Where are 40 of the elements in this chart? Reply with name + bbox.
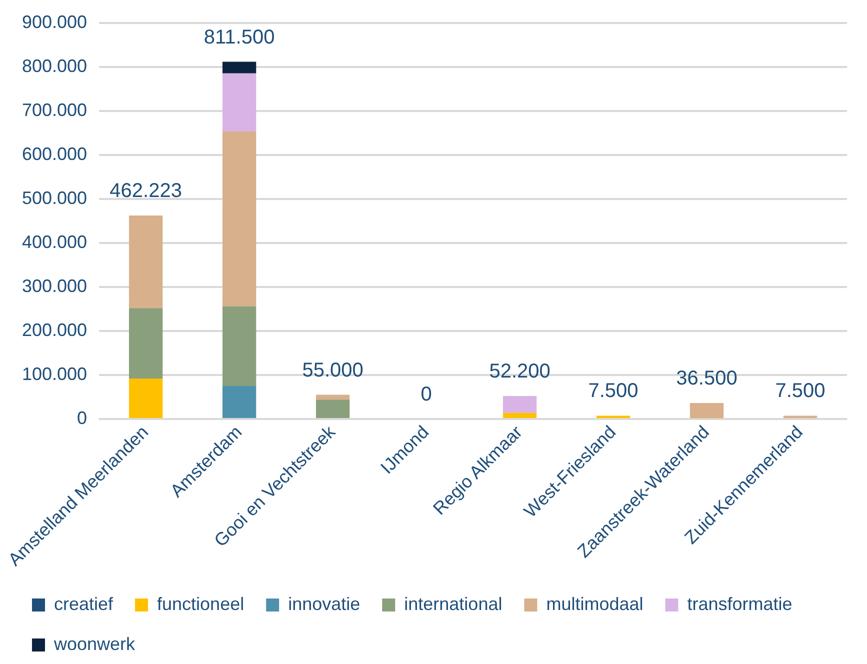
total-label: 7.500	[588, 380, 638, 402]
bar	[222, 73, 256, 132]
bar	[316, 394, 350, 400]
text: 0	[420, 384, 432, 406]
bar	[222, 386, 256, 418]
legend-label: functioneel	[157, 594, 244, 614]
total-label: 52.200	[489, 360, 550, 383]
bar	[222, 132, 256, 306]
y-tick-label: 200.000	[22, 320, 88, 340]
legend-label: multimodaal	[546, 594, 644, 614]
y-tick-label: 100.000	[22, 364, 88, 384]
total-label: 36.500	[676, 367, 738, 390]
legend-label: woonwerk	[53, 634, 136, 654]
y-tick-label: 400.000	[22, 232, 88, 252]
total-label: 462.223	[110, 180, 182, 202]
bar	[128, 308, 163, 379]
bar	[222, 62, 256, 74]
y-tick-label: 0	[77, 408, 88, 428]
y-tick-label: 600.000	[22, 144, 88, 164]
y-tick-label: 700.000	[22, 100, 88, 120]
bar	[128, 216, 163, 308]
legend-label: innovatie	[288, 594, 360, 614]
total-label: 7.500	[775, 380, 826, 402]
y-tick-label: 800.000	[22, 56, 88, 76]
bar	[596, 416, 630, 418]
bar	[128, 378, 163, 418]
y-tick-label: 300.000	[22, 276, 88, 296]
bar	[502, 396, 537, 413]
bar	[316, 400, 350, 418]
bar	[502, 412, 537, 418]
y-tick-label: 900.000	[22, 12, 88, 32]
bar	[222, 306, 256, 386]
y-tick-label: 500.000	[22, 188, 88, 208]
legend-label: international	[404, 594, 502, 614]
legend-label: creatief	[54, 594, 114, 614]
total-label: 811.500	[204, 26, 275, 48]
bar	[690, 402, 724, 418]
legend-label: transformatie	[687, 594, 792, 614]
bar	[783, 416, 818, 418]
total-label: 55.000	[302, 359, 364, 382]
